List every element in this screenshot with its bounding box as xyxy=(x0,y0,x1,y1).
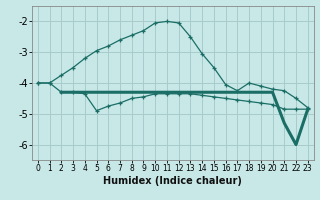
X-axis label: Humidex (Indice chaleur): Humidex (Indice chaleur) xyxy=(103,176,242,186)
